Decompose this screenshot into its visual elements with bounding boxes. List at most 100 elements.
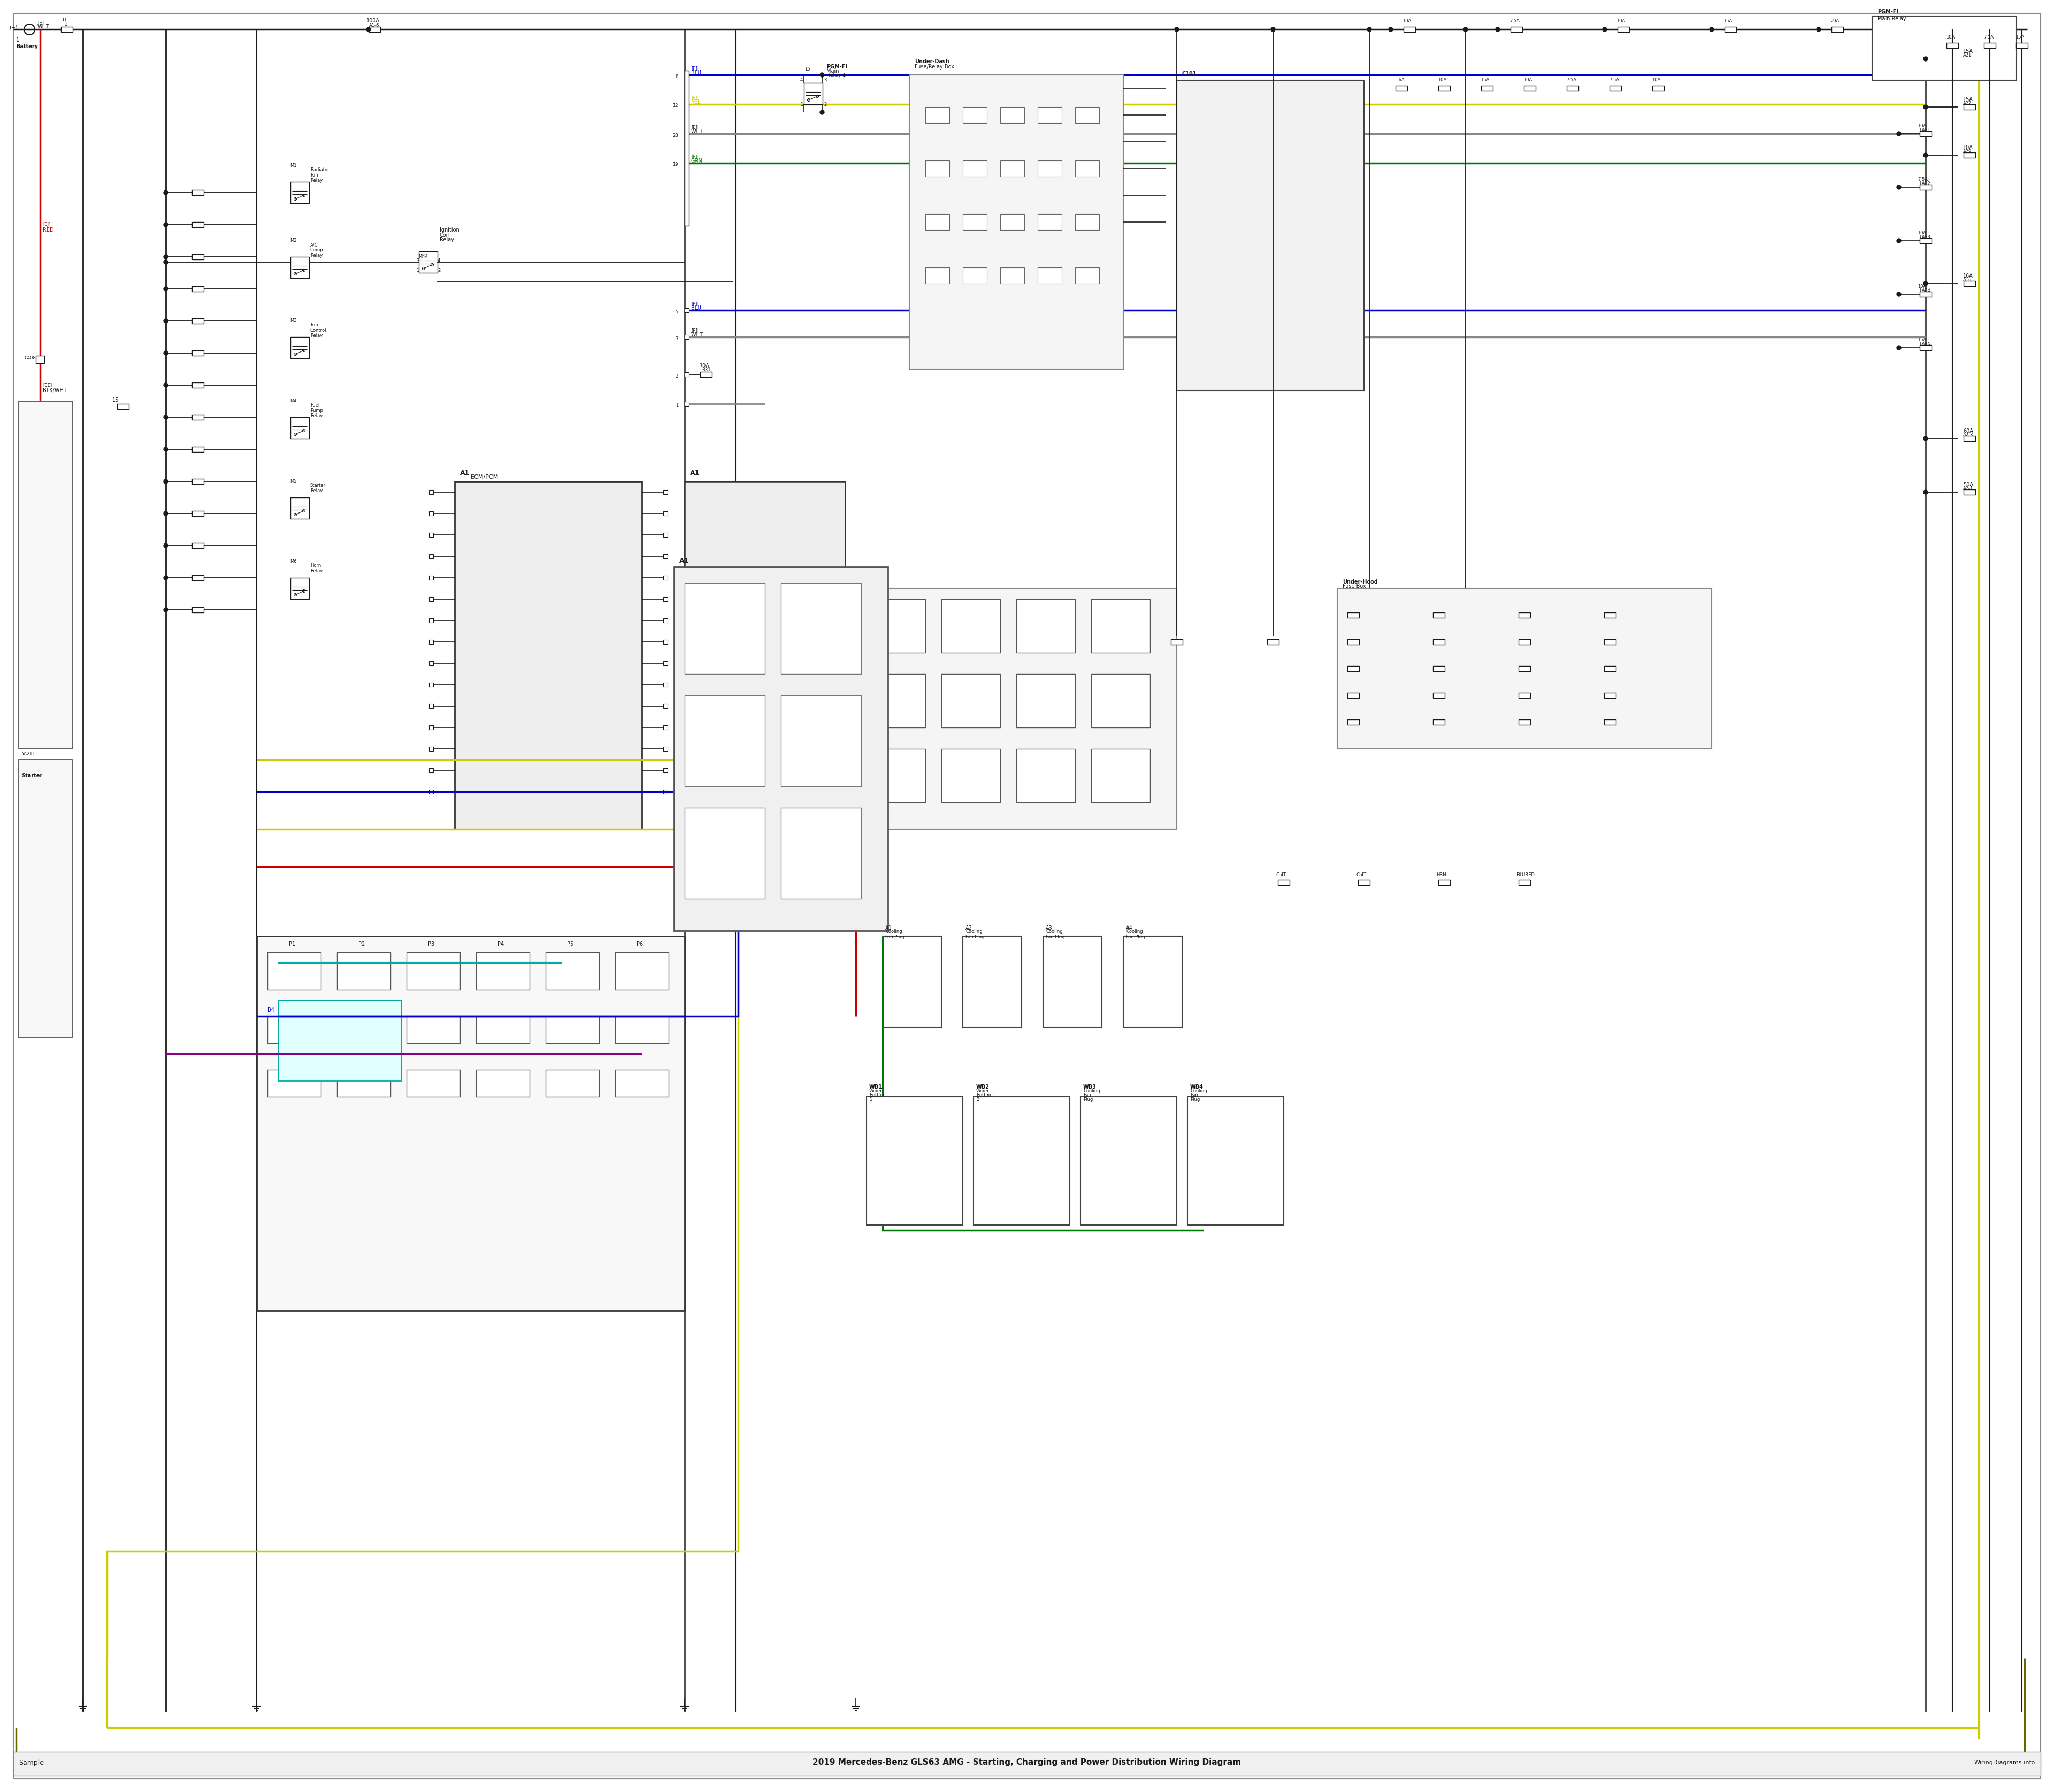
Bar — [963, 213, 986, 229]
Bar — [191, 287, 203, 292]
Bar — [429, 790, 433, 794]
Text: 12: 12 — [672, 104, 678, 108]
Bar — [684, 373, 688, 376]
Text: Wiper: Wiper — [869, 1090, 883, 1093]
Circle shape — [164, 511, 168, 516]
Bar — [1017, 749, 1074, 803]
Text: Bottom: Bottom — [976, 1093, 992, 1098]
Bar — [1920, 238, 1931, 244]
Bar — [1000, 267, 1025, 283]
Circle shape — [1923, 152, 1929, 158]
Bar — [1518, 640, 1530, 645]
Text: A29: A29 — [1964, 149, 1972, 154]
Text: Coil: Coil — [440, 233, 450, 238]
Bar — [1434, 667, 1444, 672]
Bar — [781, 582, 861, 674]
Text: YA2T1: YA2T1 — [21, 753, 35, 756]
Bar — [2017, 43, 2027, 48]
Bar — [191, 543, 203, 548]
Text: PGM-FI: PGM-FI — [1877, 9, 1898, 14]
Text: 1: 1 — [417, 269, 419, 272]
Bar — [429, 618, 433, 622]
Text: C101: C101 — [1183, 72, 1197, 77]
Text: Cooling: Cooling — [885, 930, 902, 934]
Text: C-4T: C-4T — [1356, 873, 1366, 878]
Bar — [926, 213, 949, 229]
Bar — [1074, 161, 1099, 177]
Text: HRN: HRN — [1436, 873, 1446, 878]
Bar — [454, 482, 641, 830]
Text: M44: M44 — [419, 254, 427, 260]
Text: 16A: 16A — [1964, 274, 1974, 280]
Text: WHT: WHT — [37, 23, 49, 29]
Bar — [663, 597, 668, 602]
Bar — [1395, 86, 1407, 91]
Text: Fuse Box: Fuse Box — [1343, 584, 1366, 590]
Text: Fuel: Fuel — [310, 403, 320, 409]
Text: 3: 3 — [676, 337, 678, 340]
Text: [E]: [E] — [690, 328, 698, 333]
Circle shape — [1896, 346, 1902, 349]
Bar — [62, 27, 72, 32]
Text: [EE]: [EE] — [43, 383, 51, 387]
Bar — [1171, 640, 1183, 645]
Bar — [614, 952, 670, 989]
Text: Relay: Relay — [310, 253, 322, 258]
Bar — [337, 952, 390, 989]
Bar — [867, 599, 926, 652]
Text: A16: A16 — [1964, 278, 1972, 283]
Text: 1: 1 — [64, 22, 68, 27]
Bar — [35, 357, 45, 364]
Text: B31: B31 — [702, 367, 711, 373]
Bar — [18, 760, 72, 1038]
Bar — [429, 575, 433, 581]
Text: LAFN: LAFN — [1918, 342, 1931, 348]
Bar — [290, 577, 310, 599]
Text: Radiator: Radiator — [310, 168, 329, 172]
Bar — [1037, 267, 1062, 283]
Text: BLU: BLU — [690, 305, 700, 310]
Text: Cooling: Cooling — [1045, 930, 1062, 934]
Circle shape — [1368, 27, 1372, 32]
Bar — [663, 554, 668, 559]
Bar — [1604, 640, 1616, 645]
Text: A4: A4 — [1126, 925, 1132, 930]
Text: P4: P4 — [497, 941, 503, 946]
Text: 10A: 10A — [1616, 18, 1625, 23]
Bar — [477, 952, 530, 989]
Text: Fan Plug: Fan Plug — [1045, 935, 1064, 939]
Bar — [1524, 86, 1536, 91]
Bar — [117, 403, 129, 409]
Text: B4: B4 — [267, 1007, 275, 1012]
Bar — [191, 190, 203, 195]
Bar — [1091, 674, 1150, 728]
Bar — [941, 599, 1000, 652]
Bar — [1347, 719, 1360, 724]
Text: Fan Plug: Fan Plug — [1126, 935, 1144, 939]
Text: LAF3: LAF3 — [1918, 235, 1931, 240]
Text: C-4T: C-4T — [1276, 873, 1286, 878]
Circle shape — [164, 222, 168, 228]
Text: WiringDiagrams.info: WiringDiagrams.info — [1974, 1760, 2036, 1765]
Text: [E]: [E] — [690, 125, 698, 129]
Bar — [684, 73, 688, 77]
Bar — [1964, 435, 1976, 441]
Text: BLK/WHT: BLK/WHT — [43, 387, 66, 392]
Bar — [1434, 719, 1444, 724]
Text: PGM-FI: PGM-FI — [826, 65, 846, 70]
Bar — [1920, 292, 1931, 297]
Circle shape — [1462, 27, 1469, 32]
Bar — [267, 1070, 320, 1097]
Text: 2: 2 — [976, 1097, 980, 1102]
Bar — [429, 704, 433, 708]
Bar — [337, 1070, 390, 1097]
Bar — [429, 640, 433, 643]
Bar — [1037, 161, 1062, 177]
Bar — [1124, 935, 1183, 1027]
Bar — [290, 418, 310, 439]
Text: 4: 4 — [438, 258, 440, 263]
Bar — [429, 661, 433, 665]
Bar — [1187, 1097, 1284, 1226]
Circle shape — [1896, 292, 1902, 296]
Text: C408: C408 — [25, 357, 35, 360]
